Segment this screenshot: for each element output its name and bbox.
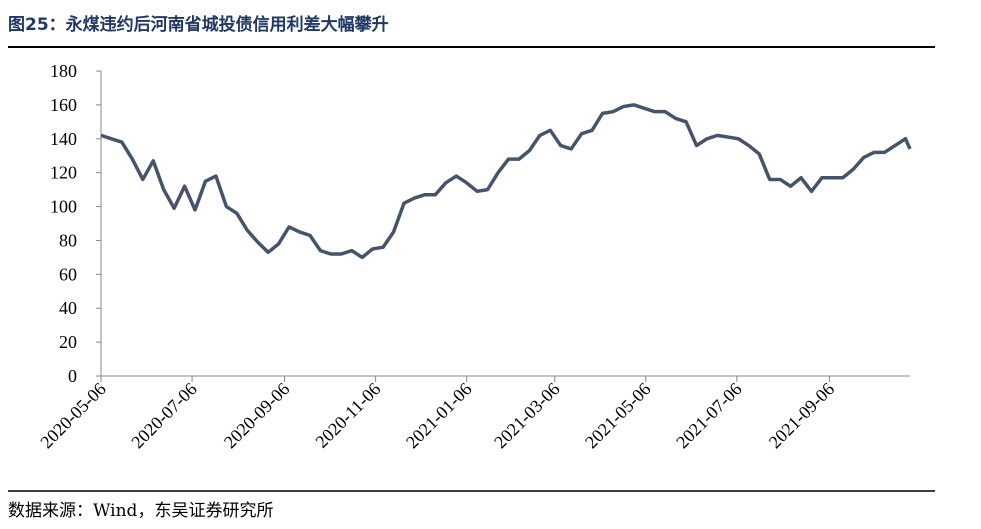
x-tick-label: 2020-09-06 <box>220 379 294 453</box>
y-tick-label: 160 <box>50 95 77 115</box>
x-tick-label: 2020-05-06 <box>36 379 110 453</box>
x-tick-label: 2021-05-06 <box>581 379 655 453</box>
x-tick-label: 2021-09-06 <box>765 379 839 453</box>
y-tick-label: 80 <box>59 230 77 250</box>
x-tick-label: 2020-11-06 <box>311 379 384 452</box>
y-tick-label: 0 <box>68 366 77 386</box>
x-tick-label: 2021-01-06 <box>402 379 476 453</box>
y-tick-label: 140 <box>50 129 77 149</box>
y-tick-label: 180 <box>50 61 77 81</box>
x-tick-label: 2020-07-06 <box>127 379 201 453</box>
y-tick-label: 20 <box>59 332 77 352</box>
y-tick-label: 60 <box>59 264 77 284</box>
y-tick-label: 40 <box>59 298 77 318</box>
chart-title: 图25：永煤违约后河南省城投债信用利差大幅攀升 <box>8 14 389 35</box>
y-tick-label: 100 <box>50 197 77 217</box>
source: 数据来源：Wind，东吴证券研究所 <box>8 501 273 521</box>
y-tick-label: 120 <box>50 163 77 183</box>
x-tick-label: 2021-03-06 <box>490 379 564 453</box>
data-line <box>100 103 912 260</box>
x-tick-label: 2021-07-06 <box>672 379 746 453</box>
